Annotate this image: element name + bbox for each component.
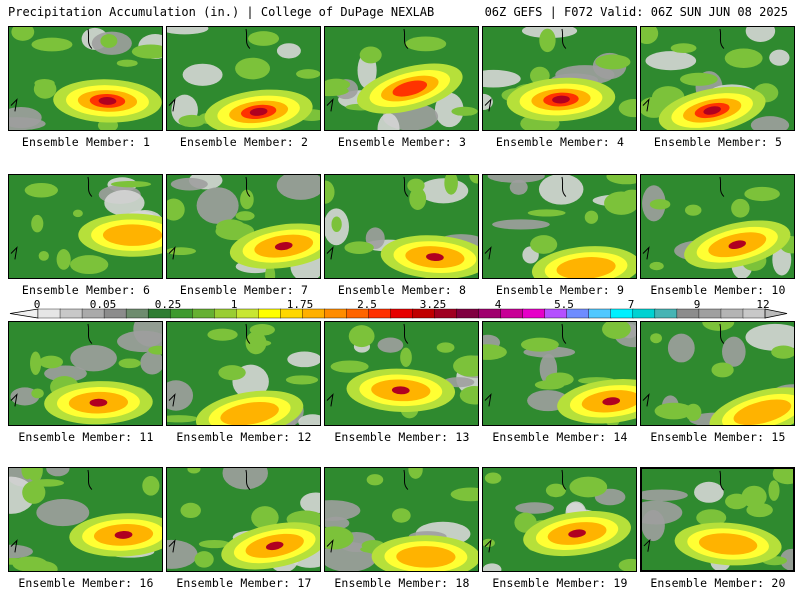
colorbar-swatch xyxy=(456,308,480,319)
precip-field-map xyxy=(483,175,636,278)
colorbar-swatch xyxy=(125,308,149,319)
ensemble-map-panel[interactable] xyxy=(482,26,637,131)
ensemble-member-label: Ensemble Member: 14 xyxy=(492,430,628,444)
ensemble-map-panel[interactable] xyxy=(640,174,795,279)
ensemble-map-panel[interactable] xyxy=(640,467,795,572)
colorbar-swatch xyxy=(192,308,215,319)
ensemble-map-panel[interactable] xyxy=(166,26,321,131)
colorbar-tick-label: 12 xyxy=(756,298,770,311)
ensemble-member-label: Ensemble Member: 1 xyxy=(21,135,151,149)
ensemble-map-panel[interactable] xyxy=(8,174,163,279)
precip-field-map xyxy=(483,27,636,130)
ensemble-member-label: Ensemble Member: 12 xyxy=(176,430,312,444)
precip-field-map xyxy=(167,27,320,130)
colorbar-swatch xyxy=(236,308,260,319)
ensemble-map-panel[interactable] xyxy=(482,321,637,426)
colorbar-swatch xyxy=(698,308,722,319)
ensemble-member-label: Ensemble Member: 4 xyxy=(495,135,625,149)
ensemble-member-label: Ensemble Member: 20 xyxy=(650,576,786,590)
precip-field-map xyxy=(9,322,162,425)
precip-field-map xyxy=(9,468,162,571)
ensemble-member-label: Ensemble Member: 6 xyxy=(21,283,151,297)
ensemble-member-label: Ensemble Member: 11 xyxy=(18,430,154,444)
ensemble-member-label: Ensemble Member: 5 xyxy=(653,135,783,149)
precip-field-map xyxy=(325,27,478,130)
ensemble-map-panel[interactable] xyxy=(324,174,479,279)
precip-field-map xyxy=(483,468,636,571)
colorbar-swatch xyxy=(720,308,744,319)
precip-field-map xyxy=(483,322,636,425)
precip-field-map xyxy=(167,468,320,571)
precip-field-map xyxy=(325,322,478,425)
ensemble-map-panel[interactable] xyxy=(482,467,637,572)
colorbar-swatch xyxy=(390,308,414,319)
ensemble-member-label: Ensemble Member: 19 xyxy=(492,576,628,590)
ensemble-member-label: Ensemble Member: 8 xyxy=(337,283,467,297)
colorbar-tick-label: 0.25 xyxy=(154,298,182,311)
ensemble-map-panel[interactable] xyxy=(640,26,795,131)
ensemble-map-panel[interactable] xyxy=(324,26,479,131)
ensemble-map-panel[interactable] xyxy=(166,467,321,572)
ensemble-map-panel[interactable] xyxy=(482,174,637,279)
colorbar-tick-label: 1.75 xyxy=(286,298,314,311)
colorbar-tick-label: 4 xyxy=(494,298,502,311)
precip-field-map xyxy=(641,175,794,278)
ensemble-member-label: Ensemble Member: 9 xyxy=(495,283,625,297)
ensemble-map-panel[interactable] xyxy=(8,467,163,572)
precip-field-map xyxy=(9,175,162,278)
page-title: Precipitation Accumulation (in.) | Colle… xyxy=(8,5,435,19)
ensemble-map-panel[interactable] xyxy=(324,467,479,572)
precip-field-map xyxy=(9,27,162,130)
colorbar-tick-label: 0.05 xyxy=(89,298,117,311)
colorbar-swatch xyxy=(500,308,524,319)
colorbar-swatch xyxy=(258,308,282,319)
ensemble-map-panel[interactable] xyxy=(166,321,321,426)
colorbar-tick-label: 3.25 xyxy=(419,298,447,311)
ensemble-map-panel[interactable] xyxy=(8,321,163,426)
ensemble-map-panel[interactable] xyxy=(640,321,795,426)
colorbar-tick-label: 7 xyxy=(627,298,635,311)
colorbar-tick-label: 2.5 xyxy=(357,298,377,311)
colorbar-swatch xyxy=(632,308,656,319)
precip-field-map xyxy=(641,322,794,425)
ensemble-member-label: Ensemble Member: 7 xyxy=(179,283,309,297)
ensemble-member-label: Ensemble Member: 3 xyxy=(337,135,467,149)
ensemble-map-panel[interactable] xyxy=(324,321,479,426)
precip-field-map xyxy=(641,27,794,130)
colorbar-tick-label: 0 xyxy=(33,298,41,311)
precip-field-map xyxy=(325,175,478,278)
colorbar-swatch xyxy=(522,308,546,319)
colorbar-tick-label: 5.5 xyxy=(554,298,574,311)
precip-field-map xyxy=(167,175,320,278)
ensemble-member-label: Ensemble Member: 17 xyxy=(176,576,312,590)
colorbar-tick-label: 1 xyxy=(230,298,238,311)
colorbar-swatch xyxy=(37,308,61,319)
ensemble-member-label: Ensemble Member: 15 xyxy=(650,430,786,444)
ensemble-member-label: Ensemble Member: 16 xyxy=(18,576,154,590)
colorbar-tick-label: 9 xyxy=(693,298,701,311)
colorbar-swatch xyxy=(324,308,348,319)
ensemble-member-label: Ensemble Member: 2 xyxy=(179,135,309,149)
ensemble-map-panel[interactable] xyxy=(166,174,321,279)
ensemble-member-label: Ensemble Member: 10 xyxy=(650,283,786,297)
colorbar-swatch xyxy=(654,308,678,319)
ensemble-member-label: Ensemble Member: 13 xyxy=(334,430,470,444)
colorbar-swatch xyxy=(59,308,83,319)
run-info: 06Z GEFS | F072 Valid: 06Z SUN JUN 08 20… xyxy=(484,5,788,19)
precip-field-map xyxy=(167,322,320,425)
precip-field-map xyxy=(325,468,478,571)
precip-field-map xyxy=(642,469,793,570)
ensemble-map-panel[interactable] xyxy=(8,26,163,131)
ensemble-member-label: Ensemble Member: 18 xyxy=(334,576,470,590)
colorbar-swatch xyxy=(588,308,612,319)
